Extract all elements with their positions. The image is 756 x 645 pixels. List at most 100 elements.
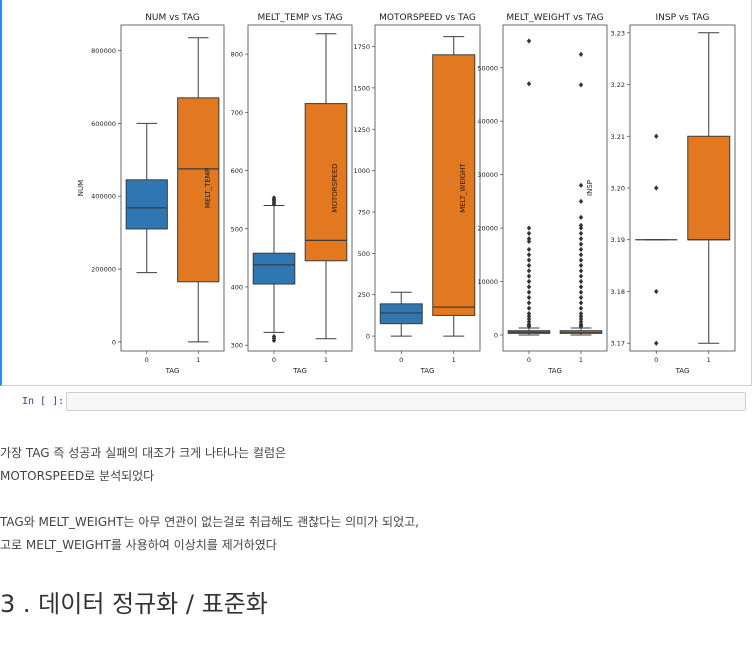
- y-tick-label: 500: [231, 225, 243, 233]
- x-tick-label: 0: [654, 356, 658, 364]
- y-tick-label: 1250: [353, 126, 370, 134]
- y-tick-label: 250: [358, 291, 370, 299]
- cell-output-area: NUM vs TAG 0 200000 400000 600000 800000 0 1 TAG…: [0, 0, 752, 386]
- y-tick-label: 0: [494, 331, 498, 339]
- outlier-point: [526, 313, 532, 319]
- y-tick-label: 50000: [477, 64, 498, 72]
- outlier-point: [578, 225, 584, 231]
- outlier-point: [526, 278, 532, 285]
- x-tick-label: 0: [145, 356, 149, 364]
- y-tick-label: 30000: [477, 171, 498, 179]
- y-tick-label: 0: [112, 338, 116, 346]
- box-iqr: [687, 135, 731, 241]
- y-tick-label: 400000: [91, 193, 116, 201]
- chart-title: NUM vs TAG: [145, 13, 200, 23]
- y-tick-label: 1500: [353, 84, 370, 92]
- outlier-point: [526, 38, 532, 44]
- chart-panel: MELT_TEMP vs TAG 300 400 500 600 700 800 0 1 TAG M…: [204, 13, 353, 375]
- x-tick-label: 0: [272, 356, 276, 364]
- outlier-point: [578, 268, 584, 274]
- axes-frame: [502, 24, 608, 352]
- x-axis-label: TAG: [292, 367, 307, 375]
- y-axis-label: MOTORSPEED: [331, 163, 339, 212]
- outlier-point: [654, 288, 659, 295]
- chart-panel: NUM vs TAG 0 200000 400000 600000 800000 0 1 TAG…: [77, 13, 225, 375]
- y-tick-label: 3.17: [611, 340, 625, 348]
- y-tick-label: 700: [231, 109, 243, 117]
- outlier-point: [526, 257, 532, 263]
- outlier-point: [526, 310, 532, 317]
- box-iqr: [252, 252, 296, 285]
- x-axis-label: TAG: [420, 367, 435, 375]
- axes-frame: [120, 24, 225, 352]
- y-tick-label: 20000: [477, 225, 498, 233]
- x-axis-label: TAG: [547, 367, 562, 375]
- code-cell-input[interactable]: [66, 392, 746, 411]
- markdown-line: 가장 TAG 즉 성공과 실패의 대조가 크게 나타나는 컬럼은: [0, 446, 287, 460]
- outlier-point: [578, 313, 584, 319]
- outlier-point: [526, 323, 532, 330]
- chart-title: MELT_TEMP vs TAG: [257, 13, 342, 23]
- box-iqr: [432, 54, 476, 316]
- outlier-point: [578, 198, 584, 204]
- y-axis-label: NUM: [77, 180, 85, 196]
- outlier-point: [578, 236, 584, 242]
- outlier-point: [578, 246, 584, 253]
- y-axis-label: MELT_TEMP: [204, 168, 212, 208]
- y-tick-label: 1750: [353, 43, 370, 51]
- x-tick-label: 0: [527, 356, 531, 364]
- y-tick-label: 600: [231, 167, 243, 175]
- chart-panel: MELT_WEIGHT vs TAG 0 10000 20000 30000 40000 5…: [459, 13, 608, 375]
- box-iqr: [125, 179, 168, 230]
- chart-title: MOTORSPEED vs TAG: [379, 13, 476, 23]
- outlier-point: [654, 133, 659, 139]
- outlier-point: [578, 82, 584, 88]
- y-tick-label: 0: [366, 333, 370, 341]
- chart-title: INSP vs TAG: [655, 13, 709, 23]
- y-tick-label: 3.20: [611, 185, 625, 193]
- axes-frame: [247, 24, 353, 352]
- outlier-point: [526, 316, 532, 322]
- outlier-point: [578, 252, 584, 258]
- outlier-point: [578, 241, 584, 247]
- outlier-point: [654, 340, 659, 346]
- x-axis-label: TAG: [675, 367, 690, 375]
- outlier-point: [526, 268, 532, 274]
- y-tick-label: 3.23: [611, 29, 625, 37]
- x-tick-label: 1: [452, 356, 456, 364]
- x-tick-label: 1: [196, 356, 200, 364]
- y-tick-label: 40000: [477, 118, 498, 126]
- y-tick-label: 750: [358, 208, 370, 216]
- outlier-point: [526, 294, 532, 301]
- outlier-point: [578, 294, 584, 301]
- outlier-point: [578, 222, 584, 229]
- outlier-point: [526, 273, 532, 279]
- outlier-point: [578, 51, 584, 57]
- outlier-point: [578, 319, 584, 325]
- y-tick-label: 600000: [91, 120, 116, 128]
- outlier-point: [526, 284, 532, 290]
- outlier-point: [654, 185, 659, 191]
- section-heading: 3 . 데이터 정규화 / 표준화: [0, 590, 268, 618]
- outlier-point: [578, 284, 584, 290]
- outlier-point: [271, 333, 277, 340]
- outlier-point: [578, 230, 584, 237]
- x-axis-label: TAG: [165, 367, 180, 375]
- chart-title: MELT_WEIGHT vs TAG: [506, 13, 603, 23]
- outlier-point: [526, 289, 532, 295]
- y-axis-label: INSP: [586, 180, 594, 196]
- outlier-point: [578, 289, 584, 295]
- y-tick-label: 300: [231, 342, 243, 350]
- box-iqr: [379, 303, 423, 325]
- x-tick-label: 0: [399, 356, 403, 364]
- outlier-point: [578, 262, 584, 269]
- markdown-line: MOTORSPEED로 분석되었다: [0, 469, 155, 483]
- outlier-point: [526, 230, 532, 237]
- y-tick-label: 200000: [91, 266, 116, 274]
- outlier-point: [526, 238, 532, 245]
- markdown-line: TAG와 MELT_WEIGHT는 아무 연관이 없는걸로 취급해도 괜찮다는 …: [0, 515, 419, 529]
- outlier-point: [578, 323, 584, 330]
- y-tick-label: 1000: [353, 167, 370, 175]
- outlier-point: [526, 246, 532, 253]
